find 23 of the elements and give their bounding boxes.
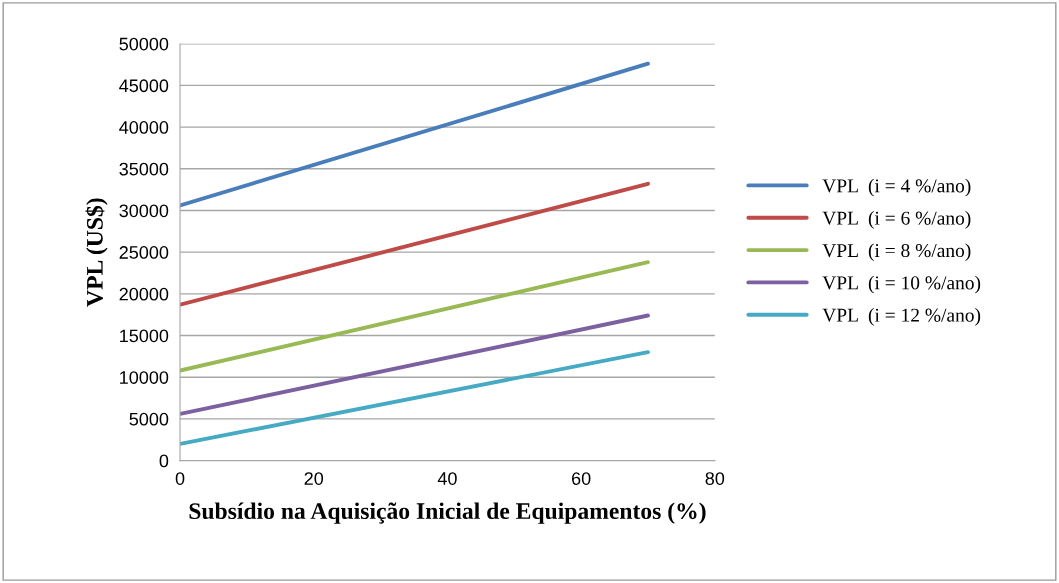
y-tick-label: 15000	[120, 329, 169, 343]
x-tick-label: 40	[437, 472, 457, 485]
y-tick-label: 30000	[119, 204, 169, 218]
y-tick-label: 5000	[129, 412, 169, 426]
y-tick-label: 50000	[119, 37, 169, 51]
legend-label: VPL (i = 12 %/ano)	[822, 308, 981, 326]
x-tick-label: 60	[572, 472, 591, 485]
x-axis-title: Subsídio na Aquisição Inicial de Equipamentos (%)	[189, 502, 706, 524]
y-tick-label: 45000	[119, 79, 169, 93]
legend-label: VPL (i = 10 %/ano)	[822, 275, 981, 294]
y-tick-label: 25000	[119, 246, 169, 259]
legend-label: VPL (i = 6 %/ano)	[822, 211, 971, 229]
x-tick-label: 20	[304, 472, 324, 485]
y-tick-label: 40000	[119, 121, 169, 134]
y-tick-label: 10000	[120, 371, 169, 384]
y-tick-label: 20000	[119, 287, 169, 301]
y-tick-label: 0	[159, 454, 169, 468]
y-tick-label: 35000	[119, 162, 169, 176]
x-tick-label: 0	[175, 472, 185, 485]
y-axis-title: VPL (US$)	[85, 198, 108, 307]
legend-label: VPL (i = 8 %/ano)	[822, 243, 971, 262]
x-tick-label: 80	[705, 472, 725, 485]
legend-label: VPL (i = 4 %/ano)	[822, 178, 971, 197]
